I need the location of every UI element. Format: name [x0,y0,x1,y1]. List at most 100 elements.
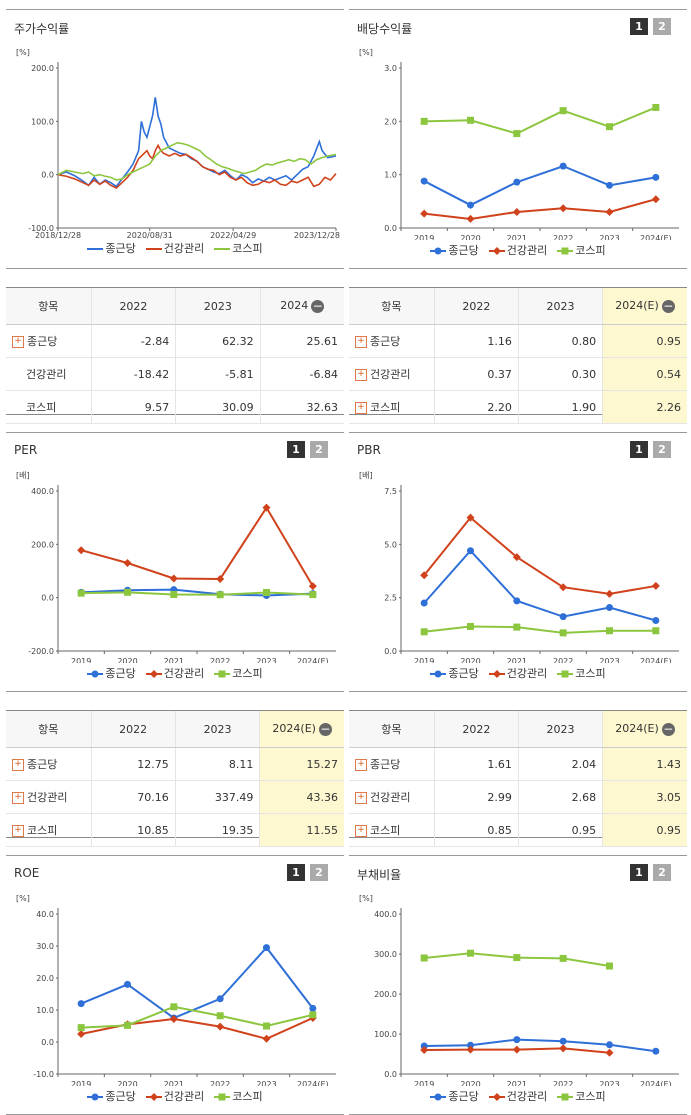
x-tick-label: 2023 [256,657,276,663]
data-point-2 [420,1046,429,1054]
data-point-3 [606,627,613,635]
legend-item[interactable]: 코스피 [214,667,263,680]
period-button-1[interactable]: 1 [630,441,648,458]
legend-swatch [488,247,505,255]
table-cell: 25.61 [259,324,344,358]
period-button-2[interactable]: 2 [310,864,328,881]
legend-item[interactable]: 종근당 [430,244,479,257]
expand-icon[interactable]: + [355,759,367,771]
period-button-1[interactable]: 1 [287,864,305,881]
series-line-1 [81,588,313,597]
table-cell: 0.80 [517,324,603,358]
period-button-1[interactable]: 1 [630,864,648,881]
x-tick-label: 2021 [507,234,527,240]
chart-plot: [%]400.0 300.0 200.0 100.0 0.0 2019 2020 2021 20… [359,894,679,1086]
expand-icon[interactable]: + [355,825,367,837]
legend-item[interactable]: 코스피 [557,244,606,257]
x-tick-label: 2021 [164,657,184,663]
period-button-1[interactable]: 1 [287,441,305,458]
legend-item[interactable]: 코스피 [214,242,263,255]
legend-item[interactable]: 종근당 [87,242,136,255]
period-button-2[interactable]: 2 [310,441,328,458]
period-button-2[interactable]: 2 [653,18,671,35]
y-tick-label: 0.0 [41,594,54,603]
data-point-1 [309,1004,317,1012]
expand-icon[interactable]: + [12,336,24,348]
table-header-cell: 2022 [90,288,176,325]
collapse-icon[interactable]: − [661,721,675,736]
legend-swatch [488,670,505,678]
expand-icon[interactable]: + [355,792,367,804]
legend-item[interactable]: 종근당 [87,1090,136,1103]
legend-item[interactable]: 건강관리 [145,242,204,255]
data-table: 항목 2022 2023 2024(E) − + 종근당 1.16 0.80 0.95 + 건강관리 0… [349,288,687,424]
collapse-icon[interactable]: − [311,298,325,313]
legend-item[interactable]: 코스피 [557,667,606,680]
expand-icon[interactable]: + [355,336,367,348]
data-point-3 [513,623,521,631]
legend-swatch [214,1093,231,1101]
table-cell: 8.11 [174,747,260,781]
y-tick-label: 0.0 [41,171,54,180]
legend: 종근당 건강관리 코스피 [6,1088,344,1104]
unit-label: [배] [359,471,373,480]
legend-label: 종근당 [448,667,479,680]
legend-item[interactable]: 코스피 [557,1090,606,1103]
y-tick-label: 200.0 [31,540,54,549]
data-point-1 [124,980,131,988]
legend-item[interactable]: 건강관리 [145,667,204,680]
expand-icon[interactable]: + [12,792,24,804]
legend-item[interactable]: 코스피 [214,1090,263,1103]
collapse-icon[interactable]: − [318,721,332,736]
legend-item[interactable]: 건강관리 [488,1090,547,1103]
legend-marker [561,670,569,678]
data-point-2 [77,1030,86,1038]
data-point-3 [77,1024,85,1032]
legend-item[interactable]: 건강관리 [488,244,547,257]
top-strip [0,0,691,5]
y-tick-label: 5.0 [384,540,397,549]
table-cell: 10.85 [90,813,176,847]
legend-item[interactable]: 건강관리 [488,667,547,680]
y-tick-label: 200.0 [31,64,54,73]
table-cell: 43.36 [259,780,344,814]
table-header-cell: 2023 [517,288,603,325]
x-tick-label: 2020 [460,1080,480,1086]
data-point-1 [513,1036,521,1044]
legend-marker [492,1093,501,1101]
row-name: + 종근당 [6,324,92,358]
y-tick-label: 7.5 [384,487,397,496]
expand-icon[interactable]: + [12,825,24,837]
y-tick-label: 100.0 [31,117,54,126]
legend-item[interactable]: 종근당 [430,1090,479,1103]
table-header-cell: 2024(E) − [259,711,344,748]
row-name: 건강관리 [6,357,92,391]
table-cell: 2.26 [602,390,687,424]
row-name: + 건강관리 [349,357,435,391]
expand-icon[interactable]: + [355,369,367,381]
data-point-3 [467,116,474,124]
x-tick-label: 2022 [210,1080,230,1086]
legend: 종근당 건강관리 코스피 [349,665,687,681]
expand-icon[interactable]: + [12,759,24,771]
table-row: + 종근당 12.75 8.11 15.27 [6,747,344,781]
legend-item[interactable]: 종근당 [87,667,136,680]
table-cell: 2.68 [517,780,603,814]
expand-icon[interactable]: + [355,402,367,414]
legend-item[interactable]: 건강관리 [145,1090,204,1103]
legend-label: 종근당 [105,1090,136,1103]
table-cell: 11.55 [259,813,344,847]
data-point-2 [420,571,429,580]
period-button-1[interactable]: 1 [630,18,648,35]
chart-title: 배당수익률 [357,22,413,36]
legend-swatch [87,1093,104,1101]
chart-plot: [배] 7.5 5.0 2.5 0.0 2019 2020 2021 2022 2023 2024(… [359,471,679,663]
table-header-cell: 항목 [6,711,92,748]
legend-item[interactable]: 종근당 [430,667,479,680]
collapse-icon[interactable]: − [661,298,675,313]
period-button-2[interactable]: 2 [653,441,671,458]
data-point-2 [512,553,521,562]
period-button-2[interactable]: 2 [653,864,671,881]
table-cell: -6.84 [259,357,344,391]
